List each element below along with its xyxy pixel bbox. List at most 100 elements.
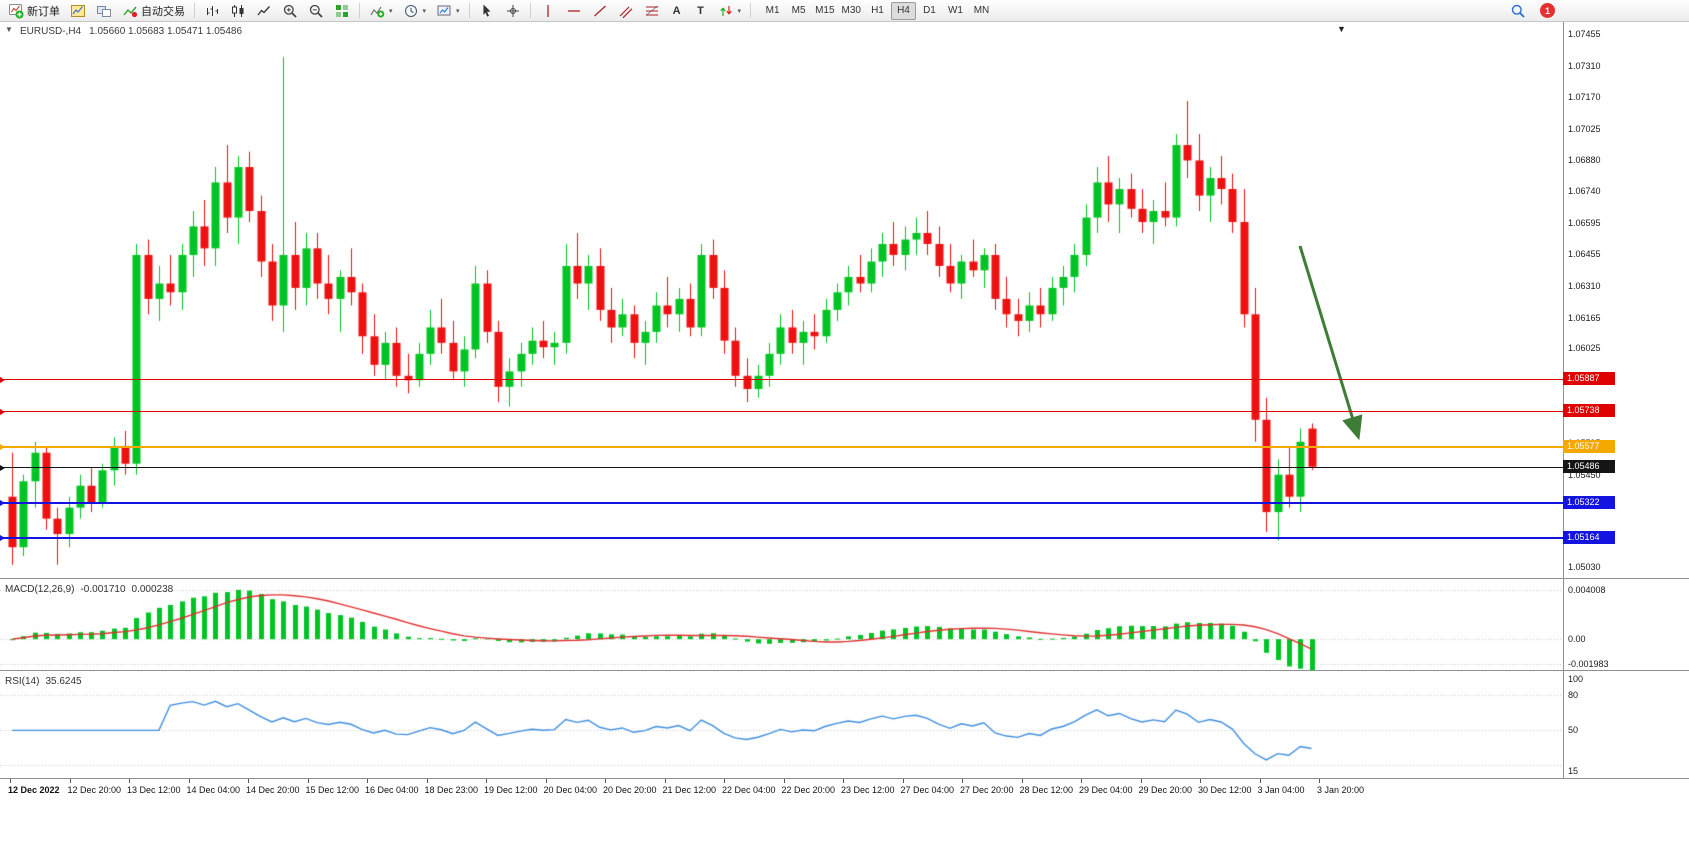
timeframe-button-d1[interactable]: D1 bbox=[923, 5, 936, 16]
time-axis-tick bbox=[1259, 779, 1261, 783]
macd-indicator-canvas[interactable] bbox=[0, 580, 1563, 670]
horizontal-line-icon bbox=[566, 3, 582, 19]
timeframe-button-m30[interactable]: M30 bbox=[841, 5, 861, 16]
autotrading-label: 自动交易 bbox=[141, 5, 185, 18]
time-axis-label: 22 Dec 20:00 bbox=[781, 785, 836, 795]
price-chart-canvas[interactable] bbox=[0, 22, 1563, 578]
time-axis-label: 27 Dec 20:00 bbox=[960, 785, 1014, 795]
text-tool-icon: A bbox=[672, 4, 681, 17]
cursor-tool-button[interactable] bbox=[475, 1, 499, 21]
time-axis[interactable]: 12 Dec 2022 12 Dec 20:00 13 Dec 12:00 14 De… bbox=[0, 779, 1689, 799]
zoom-out-button[interactable] bbox=[304, 1, 328, 21]
panel-divider[interactable] bbox=[0, 670, 1689, 671]
time-axis-tick bbox=[426, 779, 428, 783]
macd-name: MACD(12,26,9) bbox=[5, 584, 75, 595]
label-tool-button[interactable]: T bbox=[690, 1, 712, 21]
rsi-value: 35.6245 bbox=[45, 676, 82, 687]
time-axis-tick bbox=[1081, 779, 1082, 783]
trendline-tool-button[interactable] bbox=[588, 1, 612, 21]
time-axis-label: 3 Jan 04:00 bbox=[1257, 785, 1305, 795]
time-axis-tick bbox=[724, 779, 725, 783]
price-scale[interactable] bbox=[1563, 22, 1689, 778]
toolbar-separator bbox=[529, 3, 531, 18]
time-axis-tick bbox=[962, 779, 963, 783]
search-button[interactable] bbox=[1506, 1, 1530, 21]
trend-arrow-annotation[interactable] bbox=[1278, 240, 1388, 455]
timeframes-menu-button[interactable]: ▾ bbox=[399, 1, 431, 21]
time-axis-label: 20 Dec 04:00 bbox=[543, 785, 598, 795]
time-axis-tick bbox=[486, 779, 487, 783]
timeframe-button-h1[interactable]: H1 bbox=[871, 5, 884, 16]
time-axis-tick bbox=[248, 779, 249, 783]
time-axis-tick bbox=[367, 779, 368, 783]
chart-window-button[interactable] bbox=[66, 1, 90, 21]
profiles-button[interactable] bbox=[92, 1, 116, 21]
time-axis-label: 29 Dec 20:00 bbox=[1138, 785, 1193, 795]
autotrading-button[interactable]: 自动交易 bbox=[118, 1, 189, 21]
fibonacci-icon bbox=[644, 3, 660, 19]
time-axis-tick bbox=[605, 779, 606, 783]
timeframe-button-w1[interactable]: W1 bbox=[947, 5, 963, 16]
ohlc-values: 1.05660 1.05683 1.05471 1.05486 bbox=[89, 26, 243, 37]
time-axis-label: 29 Dec 04:00 bbox=[1079, 785, 1133, 795]
notification-badge[interactable]: 1 bbox=[1540, 3, 1555, 18]
text-tool-button[interactable]: A bbox=[666, 1, 688, 21]
vertical-line-tool-button[interactable] bbox=[536, 1, 560, 21]
time-axis-label: 12 Dec 2022 bbox=[8, 785, 60, 795]
channel-tool-button[interactable] bbox=[614, 1, 638, 21]
time-axis-label: 14 Dec 04:00 bbox=[186, 785, 241, 795]
candlestick-chart-button[interactable] bbox=[226, 1, 250, 21]
time-axis-label: 30 Dec 12:00 bbox=[1198, 785, 1252, 795]
time-axis-label: 12 Dec 20:00 bbox=[67, 785, 122, 795]
zoom-out-icon bbox=[308, 3, 324, 19]
label-tool-icon: T bbox=[697, 4, 704, 17]
tile-windows-button[interactable] bbox=[330, 1, 354, 21]
timeframe-button-h4[interactable]: H4 bbox=[890, 1, 916, 20]
new-order-icon bbox=[8, 3, 24, 19]
indicators-button[interactable]: ▾ bbox=[365, 1, 397, 21]
timeframe-button-m5[interactable]: M5 bbox=[791, 5, 806, 16]
toolbar-separator bbox=[468, 3, 470, 18]
chart-shift-marker-icon[interactable]: ▼ bbox=[1337, 24, 1346, 34]
symbol-period-label: EURUSD-,H4 bbox=[20, 26, 82, 37]
channel-icon bbox=[618, 3, 634, 19]
panel-divider[interactable] bbox=[0, 578, 1689, 579]
new-order-label: 新订单 bbox=[27, 5, 60, 18]
time-axis-tick bbox=[10, 779, 11, 783]
new-order-button[interactable]: 新订单 bbox=[4, 1, 64, 21]
bar-chart-button[interactable] bbox=[200, 1, 224, 21]
zoom-in-button[interactable] bbox=[278, 1, 302, 21]
templates-button[interactable]: ▾ bbox=[432, 1, 464, 21]
one-click-collapse-icon[interactable]: ▼ bbox=[5, 25, 13, 34]
timeframe-button-m1[interactable]: M1 bbox=[765, 5, 780, 16]
time-axis-label: 15 Dec 12:00 bbox=[305, 785, 360, 795]
panel-divider bbox=[0, 778, 1689, 779]
time-axis-label: 21 Dec 12:00 bbox=[662, 785, 717, 795]
time-axis-tick bbox=[1200, 779, 1201, 783]
candlestick-chart-icon bbox=[230, 3, 246, 19]
timeframe-button-mn[interactable]: MN bbox=[973, 5, 990, 16]
chevron-down-icon[interactable]: ▾ bbox=[456, 7, 460, 15]
time-axis-tick bbox=[1140, 779, 1142, 783]
tile-windows-icon bbox=[334, 3, 350, 19]
clock-icon bbox=[403, 3, 419, 19]
time-axis-tick bbox=[783, 779, 785, 783]
rsi-indicator-canvas[interactable] bbox=[0, 672, 1563, 777]
fibonacci-tool-button[interactable] bbox=[640, 1, 664, 21]
line-chart-icon bbox=[256, 3, 272, 19]
time-axis-label: 18 Dec 23:00 bbox=[424, 785, 479, 795]
chevron-down-icon[interactable]: ▾ bbox=[737, 7, 742, 15]
chevron-down-icon[interactable]: ▾ bbox=[422, 7, 427, 15]
zoom-in-icon bbox=[282, 3, 298, 19]
toolbar-separator bbox=[750, 3, 752, 18]
line-chart-button[interactable] bbox=[252, 1, 276, 21]
chevron-down-icon[interactable]: ▾ bbox=[389, 7, 393, 15]
cursor-icon bbox=[479, 3, 495, 19]
horizontal-line-tool-button[interactable] bbox=[562, 1, 586, 21]
rsi-indicator-label: RSI(14) 35.6245 bbox=[5, 676, 82, 687]
timeframe-button-m15[interactable]: M15 bbox=[815, 5, 835, 16]
arrows-icon bbox=[718, 3, 734, 19]
arrows-tool-button[interactable]: ▾ bbox=[714, 1, 746, 21]
crosshair-tool-button[interactable] bbox=[501, 1, 525, 21]
